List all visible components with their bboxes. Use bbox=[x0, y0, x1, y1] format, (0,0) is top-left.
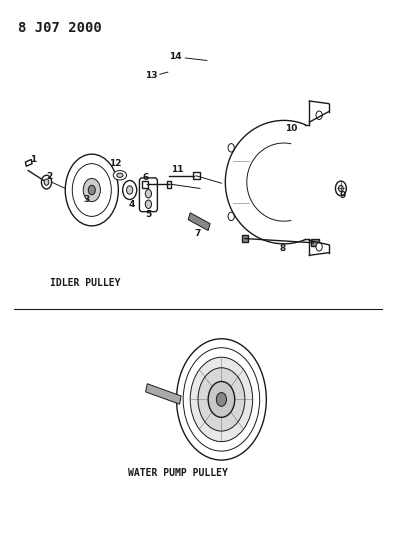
Text: 5: 5 bbox=[145, 211, 151, 219]
Circle shape bbox=[42, 175, 51, 189]
Circle shape bbox=[88, 185, 95, 195]
Text: 3: 3 bbox=[84, 195, 90, 204]
Circle shape bbox=[72, 164, 111, 216]
Circle shape bbox=[123, 181, 137, 199]
Polygon shape bbox=[146, 384, 181, 404]
Text: 6: 6 bbox=[143, 173, 149, 182]
FancyBboxPatch shape bbox=[311, 239, 319, 246]
Text: 4: 4 bbox=[128, 200, 135, 209]
Circle shape bbox=[177, 339, 267, 460]
Circle shape bbox=[65, 154, 118, 226]
Text: 14: 14 bbox=[169, 52, 182, 61]
Text: 2: 2 bbox=[46, 172, 53, 181]
Circle shape bbox=[335, 181, 346, 196]
Circle shape bbox=[228, 143, 234, 152]
Circle shape bbox=[316, 111, 322, 119]
Text: 7: 7 bbox=[194, 229, 200, 238]
Circle shape bbox=[316, 243, 322, 251]
Circle shape bbox=[198, 368, 245, 431]
Text: WATER PUMP PULLEY: WATER PUMP PULLEY bbox=[128, 469, 228, 478]
FancyBboxPatch shape bbox=[242, 235, 248, 242]
FancyBboxPatch shape bbox=[139, 178, 157, 212]
Circle shape bbox=[183, 348, 260, 451]
Circle shape bbox=[145, 200, 152, 208]
FancyBboxPatch shape bbox=[193, 172, 200, 180]
Polygon shape bbox=[188, 213, 210, 231]
Ellipse shape bbox=[117, 173, 123, 177]
Text: 10: 10 bbox=[286, 124, 298, 133]
Text: 11: 11 bbox=[171, 165, 184, 174]
Ellipse shape bbox=[113, 171, 127, 180]
Circle shape bbox=[83, 179, 101, 201]
Circle shape bbox=[216, 393, 227, 406]
Circle shape bbox=[145, 190, 152, 198]
FancyBboxPatch shape bbox=[142, 181, 148, 188]
Circle shape bbox=[228, 212, 234, 221]
Text: IDLER PULLEY: IDLER PULLEY bbox=[50, 278, 120, 288]
Circle shape bbox=[44, 179, 49, 185]
Text: 12: 12 bbox=[109, 159, 121, 167]
Text: 13: 13 bbox=[145, 71, 157, 80]
Circle shape bbox=[127, 186, 133, 194]
Polygon shape bbox=[25, 159, 32, 166]
Circle shape bbox=[190, 357, 253, 442]
Text: 8 J07 2000: 8 J07 2000 bbox=[18, 21, 102, 35]
Text: 9: 9 bbox=[339, 191, 346, 200]
Circle shape bbox=[339, 185, 343, 191]
Text: 8: 8 bbox=[280, 244, 286, 253]
Text: 1: 1 bbox=[30, 155, 36, 164]
FancyBboxPatch shape bbox=[167, 181, 171, 188]
Circle shape bbox=[208, 382, 235, 417]
